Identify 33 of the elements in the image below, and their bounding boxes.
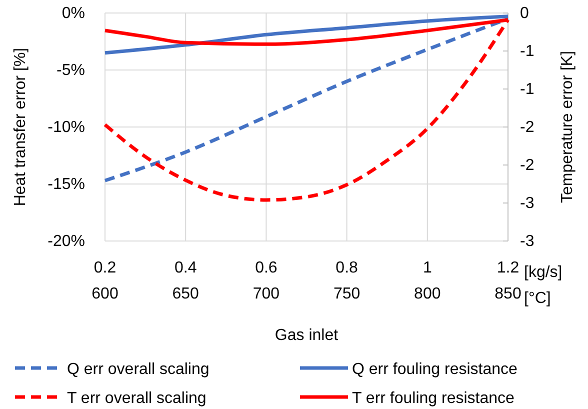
x-tick-label: 0.2 [94,259,116,276]
y-tick-label: -5% [56,62,85,80]
x-tick-label: 0.8 [336,259,358,276]
y2-tick-label: 0 [520,5,529,22]
y2-tick-label: -2 [520,119,534,136]
y2-tick-label: -3 [520,195,534,212]
y-tick-label: -15% [48,176,85,194]
y-axis-title: Heat transfer error [%] [12,48,29,206]
x2-tick-label: 750 [333,285,360,302]
x-tick-label: 0.4 [174,259,197,276]
text: [kg/s] [524,264,562,281]
x-tick-label: 0.6 [255,259,278,276]
x2-tick-label: 600 [92,285,118,302]
x2-tick-label: 700 [252,285,280,302]
y2-tick-label: -1 [520,43,534,60]
x-axis-title: Gas inlet [274,327,339,344]
legend-label: Q err overall scaling [67,361,210,378]
y2-axis-title: Temperature error [K] [559,50,576,204]
x2-tick-label: 850 [494,285,522,302]
y2-tick-label: -1 [520,81,534,98]
y-tick-label: -10% [48,119,85,136]
x2-tick-label: 650 [172,285,200,302]
y-tick-label: -20% [48,233,85,250]
y2-tick-label: -3 [520,233,534,250]
x-tick-label: 1.2 [496,259,520,276]
y-tick-label: 0% [62,5,85,22]
x2-tick-label: 800 [414,285,441,302]
legend-label: Q err fouling resistance [352,361,518,378]
x-tick-label: 1 [422,259,432,276]
legend-label: T err fouling resistance [352,390,515,407]
legend-label: T err overall scaling [67,390,206,407]
text: [°C] [524,290,551,307]
y2-tick-label: -2 [520,157,534,174]
